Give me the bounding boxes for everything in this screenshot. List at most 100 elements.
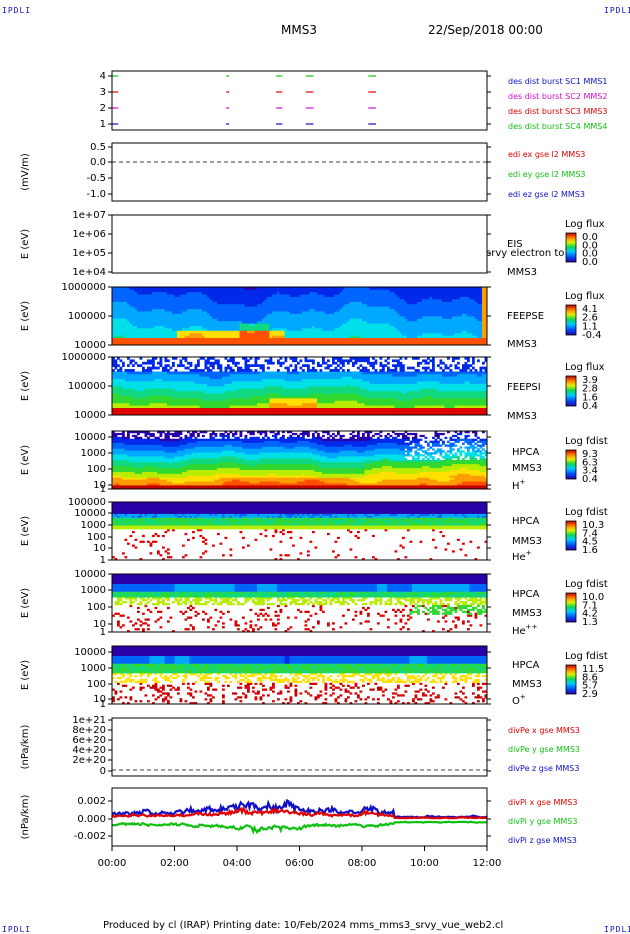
spectrogram-cell xyxy=(217,311,220,314)
spectrogram-cell xyxy=(189,316,193,319)
spectrogram-cell xyxy=(169,400,173,404)
spectrogram-cell xyxy=(244,342,248,346)
spectrogram-cell xyxy=(152,371,155,375)
spectrogram-cell xyxy=(194,308,198,312)
spectrogram-cell xyxy=(137,323,140,326)
spectrogram-cell xyxy=(259,400,263,404)
spectrogram-cell xyxy=(364,313,368,317)
spectrogram-cell xyxy=(229,316,233,319)
spectrogram-cell xyxy=(239,366,243,370)
spectrogram-cell xyxy=(397,299,400,302)
spectrogram-cell xyxy=(192,337,195,341)
spectrogram-cell xyxy=(409,342,413,346)
spectrogram-cell xyxy=(394,316,398,319)
spectrogram-cell xyxy=(434,299,438,302)
spectrogram-cell xyxy=(127,410,130,413)
spectrogram-cell xyxy=(484,299,488,302)
spectrogram-cell xyxy=(169,308,173,312)
spectrogram-cell xyxy=(152,337,155,341)
spectrogram-cell xyxy=(237,371,240,375)
spectrogram-cell xyxy=(177,313,180,317)
spectrogram-cell xyxy=(139,390,143,394)
spectrogram-cell xyxy=(264,373,268,377)
spectrogram-cell xyxy=(112,330,115,334)
spectrogram-cell xyxy=(437,311,440,314)
spectrogram-cell xyxy=(262,381,265,384)
spectrogram-cell xyxy=(169,313,173,317)
spectrogram-cell xyxy=(189,381,193,384)
spectrogram-cell xyxy=(447,335,450,339)
spectrogram-cell xyxy=(119,316,123,319)
spectrogram-cell xyxy=(207,373,210,377)
spectrogram-cell xyxy=(147,340,150,343)
spectrogram-cell xyxy=(249,383,253,387)
spectrogram-cell xyxy=(434,291,438,295)
spectrogram-cell xyxy=(217,381,220,384)
spectrogram-cell xyxy=(207,381,210,384)
spectrogram-cell xyxy=(154,325,158,329)
spectrogram-cell xyxy=(267,320,270,324)
spectrogram-cell xyxy=(352,316,355,319)
spectrogram-cell xyxy=(257,330,260,334)
spectrogram-cell xyxy=(277,369,280,372)
spectrogram-cell xyxy=(484,318,488,322)
spectrogram-cell xyxy=(304,296,308,300)
spectrogram-cell xyxy=(402,316,405,319)
spectrogram-cell xyxy=(364,306,368,310)
spectrogram-cell xyxy=(164,369,168,372)
spectrogram-cell xyxy=(177,330,180,334)
spectrogram-cell xyxy=(149,405,153,409)
spectrogram-cell xyxy=(479,289,483,293)
spectrogram-cell xyxy=(204,386,208,389)
spectrogram-cell xyxy=(232,340,235,343)
spectrogram-cell xyxy=(407,320,410,324)
spectrogram-cell xyxy=(322,296,325,300)
spectrogram-cell xyxy=(124,342,128,346)
spectrogram-cell xyxy=(429,289,433,293)
spectrogram-cell xyxy=(149,330,153,334)
spectrogram-cell xyxy=(152,325,155,329)
spectrogram-cell xyxy=(152,393,155,396)
spectrogram-cell xyxy=(244,405,248,409)
spectrogram-cell xyxy=(224,381,228,384)
spectrogram-cell xyxy=(199,388,203,392)
spectrogram-cell xyxy=(119,390,123,394)
spectrogram-cell xyxy=(267,390,270,394)
spectrogram-cell xyxy=(224,287,228,290)
spectrogram-cell xyxy=(234,410,238,413)
spectrogram-cell xyxy=(194,388,198,392)
spectrogram-cell xyxy=(122,335,125,339)
spectrogram-cell xyxy=(379,289,383,293)
spectrogram-cell xyxy=(127,381,130,384)
spectrogram-cell xyxy=(477,294,480,297)
spectrogram-cell xyxy=(167,332,170,336)
spectrogram-cell xyxy=(417,296,420,300)
spectrogram-cell xyxy=(422,318,425,322)
spectrogram-cell xyxy=(229,340,233,343)
spectrogram-cell xyxy=(279,332,283,336)
spectrogram-cell xyxy=(147,337,150,341)
spectrogram-cell xyxy=(242,407,245,411)
spectrogram-cell xyxy=(417,291,420,295)
spectrogram-cell xyxy=(114,393,118,396)
spectrogram-cell xyxy=(122,342,125,346)
spectrogram-cell xyxy=(197,299,200,302)
spectrogram-cell xyxy=(149,294,153,297)
spectrogram-cell xyxy=(349,303,353,307)
spectrogram-cell xyxy=(352,342,355,346)
spectrogram-cell xyxy=(177,378,180,382)
spectrogram-cell xyxy=(162,320,165,324)
spectrogram-cell xyxy=(189,395,193,399)
spectrogram-cell xyxy=(162,398,165,401)
spectrogram-cell xyxy=(304,287,308,290)
spectrogram-cell xyxy=(442,342,445,346)
spectrogram-cell xyxy=(232,323,235,326)
spectrogram-cell xyxy=(217,313,220,317)
spectrogram-cell xyxy=(119,407,123,411)
spectrogram-cell xyxy=(347,311,350,314)
spectrogram-cell xyxy=(392,291,395,295)
spectrogram-cell xyxy=(397,313,400,317)
spectrogram-cell xyxy=(129,301,133,305)
spectrogram-cell xyxy=(242,405,245,409)
spectrogram-cell xyxy=(342,303,345,307)
